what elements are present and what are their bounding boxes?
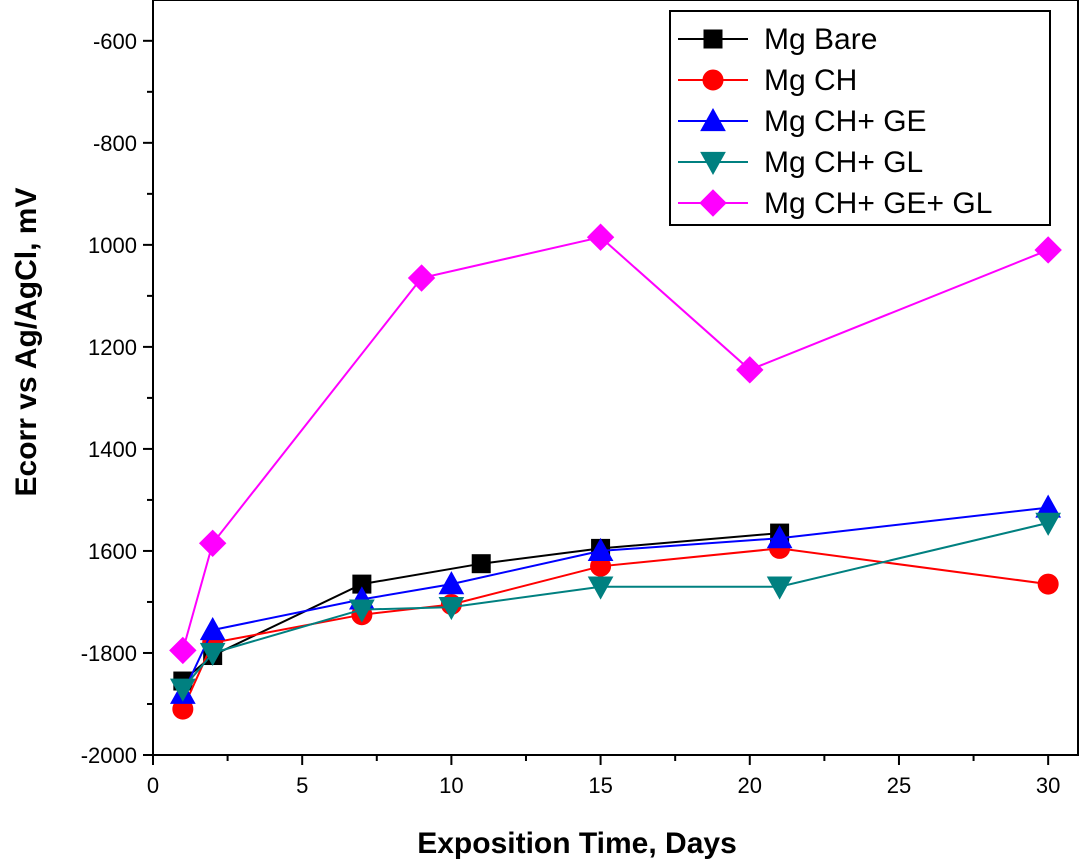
y-axis-title: Ecorr vs Ag/AgCl, mV bbox=[10, 188, 43, 497]
x-axis-title: Exposition Time, Days bbox=[417, 827, 737, 860]
y-tick-label: -1800 bbox=[81, 641, 137, 666]
series-2 bbox=[169, 494, 1062, 704]
series-line bbox=[181, 236, 1049, 651]
data-point bbox=[407, 264, 436, 292]
x-tick-label: 5 bbox=[296, 773, 308, 798]
x-tick-label: 25 bbox=[887, 773, 911, 798]
legend-entry: Mg Bare bbox=[678, 23, 877, 56]
legend-marker bbox=[700, 151, 726, 176]
data-point bbox=[471, 554, 491, 574]
legend-box bbox=[669, 10, 1051, 226]
series-1 bbox=[172, 537, 1059, 720]
legend-marker bbox=[700, 107, 726, 132]
y-tick-label: -600 bbox=[93, 29, 137, 54]
x-tick-label: 30 bbox=[1036, 773, 1060, 798]
x-tick-label: 0 bbox=[147, 773, 159, 798]
legend-entry: Mg CH+ GE+ GL bbox=[678, 187, 992, 220]
y-tick-label: 1200 bbox=[88, 335, 137, 360]
y-tick-label: -2000 bbox=[81, 743, 137, 768]
data-point bbox=[587, 537, 614, 562]
series-line bbox=[181, 547, 1049, 710]
legend-label: Mg CH+ GL bbox=[764, 146, 923, 179]
legend: Mg Bare Mg CH Mg CH+ GE Mg CH+ GL Mg CH+ GE+… bbox=[669, 10, 1051, 226]
data-point bbox=[736, 356, 764, 384]
data-point bbox=[766, 525, 793, 549]
legend-label: Mg Bare bbox=[764, 23, 877, 56]
legend-label: Mg CH bbox=[764, 64, 857, 97]
plot-frame bbox=[152, 0, 1079, 756]
legend-marker bbox=[699, 189, 727, 217]
x-axis: 0 5 10 15 20 25 30 bbox=[147, 755, 1060, 798]
x-tick-label: 10 bbox=[439, 773, 463, 798]
legend-marker bbox=[702, 69, 724, 91]
series-4 bbox=[169, 223, 1062, 665]
data-point bbox=[199, 616, 226, 641]
data-point bbox=[438, 571, 465, 595]
legend-label: Mg CH+ GE+ GL bbox=[764, 187, 992, 220]
series-3 bbox=[169, 512, 1062, 702]
legend-entry: Mg CH+ GE bbox=[678, 105, 927, 138]
y-tick-label: -800 bbox=[93, 131, 137, 156]
series-line bbox=[181, 506, 1049, 695]
data-point bbox=[169, 678, 196, 702]
y-tick-label: 1000 bbox=[88, 233, 137, 258]
data-point bbox=[587, 576, 614, 600]
data-point bbox=[349, 599, 375, 623]
legend-entry: Mg CH bbox=[678, 64, 857, 97]
series-0 bbox=[173, 523, 790, 691]
series-layer bbox=[169, 223, 1062, 720]
data-point bbox=[198, 529, 227, 558]
data-point bbox=[586, 223, 615, 251]
data-point bbox=[766, 576, 793, 600]
legend-entry: Mg CH+ GL bbox=[678, 146, 923, 179]
legend-marker bbox=[703, 29, 723, 49]
data-point bbox=[1034, 236, 1062, 264]
x-tick-label: 15 bbox=[588, 773, 612, 798]
data-point bbox=[1037, 573, 1059, 595]
data-point bbox=[438, 596, 465, 621]
y-axis: -2000 -1800 1600 1400 1200 1000 -800 -600 bbox=[81, 29, 153, 768]
y-tick-label: 1400 bbox=[88, 437, 137, 462]
data-point bbox=[169, 636, 197, 665]
data-point bbox=[1035, 512, 1062, 536]
legend-label: Mg CH+ GE bbox=[764, 105, 927, 138]
x-tick-label: 20 bbox=[738, 773, 762, 798]
y-tick-label: 1600 bbox=[88, 539, 137, 564]
data-point bbox=[199, 642, 226, 667]
